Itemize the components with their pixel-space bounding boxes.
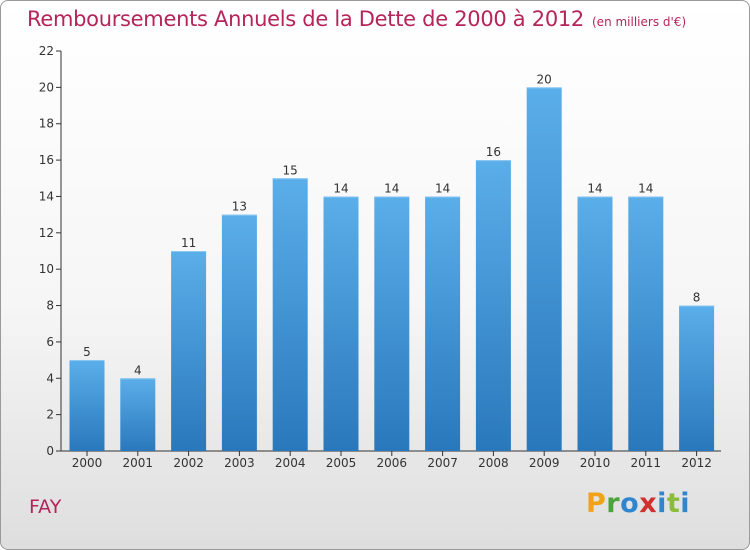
data-label: 20 <box>537 72 552 86</box>
x-tick-label: 2009 <box>529 456 560 470</box>
bar <box>221 214 257 451</box>
x-tick-label: 2008 <box>478 456 509 470</box>
data-label: 14 <box>333 181 348 195</box>
data-label: 5 <box>83 345 91 359</box>
data-label: 15 <box>283 163 298 177</box>
bar <box>120 378 156 451</box>
y-tick-label: 6 <box>46 335 54 349</box>
bar <box>69 360 105 451</box>
bar <box>171 251 207 451</box>
y-tick-label: 12 <box>39 226 54 240</box>
x-tick-label: 2004 <box>275 456 306 470</box>
x-tick-label: 2005 <box>326 456 357 470</box>
data-label: 14 <box>587 181 602 195</box>
y-tick-label: 22 <box>39 44 54 58</box>
bar <box>425 196 461 451</box>
chart-subtitle: (en milliers d'€) <box>592 15 687 29</box>
bar <box>323 196 359 451</box>
x-tick-label: 2003 <box>224 456 255 470</box>
data-labels: 5 4 11 13 15 14 14 14 16 20 14 14 8 <box>83 72 700 377</box>
chart-title: Remboursements Annuels de la Dette de 20… <box>27 7 686 31</box>
y-tick-label: 4 <box>46 371 54 385</box>
data-label: 13 <box>232 200 247 214</box>
y-tick-label: 18 <box>39 117 54 131</box>
data-label: 16 <box>486 145 501 159</box>
y-tick-label: 2 <box>46 408 54 422</box>
y-tick-label: 0 <box>46 444 54 458</box>
bar <box>577 196 613 451</box>
chart-title-text: Remboursements Annuels de la Dette de 20… <box>27 7 584 31</box>
x-tick-label: 2000 <box>72 456 103 470</box>
bar <box>679 305 715 451</box>
bars <box>69 87 715 452</box>
commune-name: FAY <box>29 496 62 518</box>
x-tick-label: 2002 <box>173 456 204 470</box>
x-tick-label: 2007 <box>427 456 458 470</box>
x-tick-label: 2011 <box>631 456 662 470</box>
data-label: 4 <box>134 363 142 377</box>
y-tick-label: 16 <box>39 153 54 167</box>
y-tick-label: 20 <box>39 80 54 94</box>
data-label: 14 <box>384 181 399 195</box>
data-label: 14 <box>435 181 450 195</box>
y-axis: 0 2 4 6 8 10 12 14 16 18 20 22 <box>39 44 62 458</box>
data-label: 11 <box>181 236 196 250</box>
bar <box>475 160 511 451</box>
bar <box>374 196 410 451</box>
x-tick-label: 2012 <box>681 456 712 470</box>
data-label: 14 <box>638 181 653 195</box>
y-tick-label: 8 <box>46 299 54 313</box>
x-tick-label: 2001 <box>123 456 154 470</box>
proxiti-logo: Proxiti <box>586 488 691 519</box>
y-tick-label: 14 <box>39 189 54 203</box>
bar <box>628 196 664 451</box>
x-tick-label: 2010 <box>580 456 611 470</box>
bar <box>526 87 562 451</box>
x-tick-label: 2006 <box>377 456 408 470</box>
data-label: 8 <box>693 291 701 305</box>
x-axis: 2000 2001 2002 2003 2004 2005 2006 2007 2008 2009… <box>61 450 721 470</box>
bar <box>272 178 308 452</box>
y-tick-label: 10 <box>39 262 54 276</box>
